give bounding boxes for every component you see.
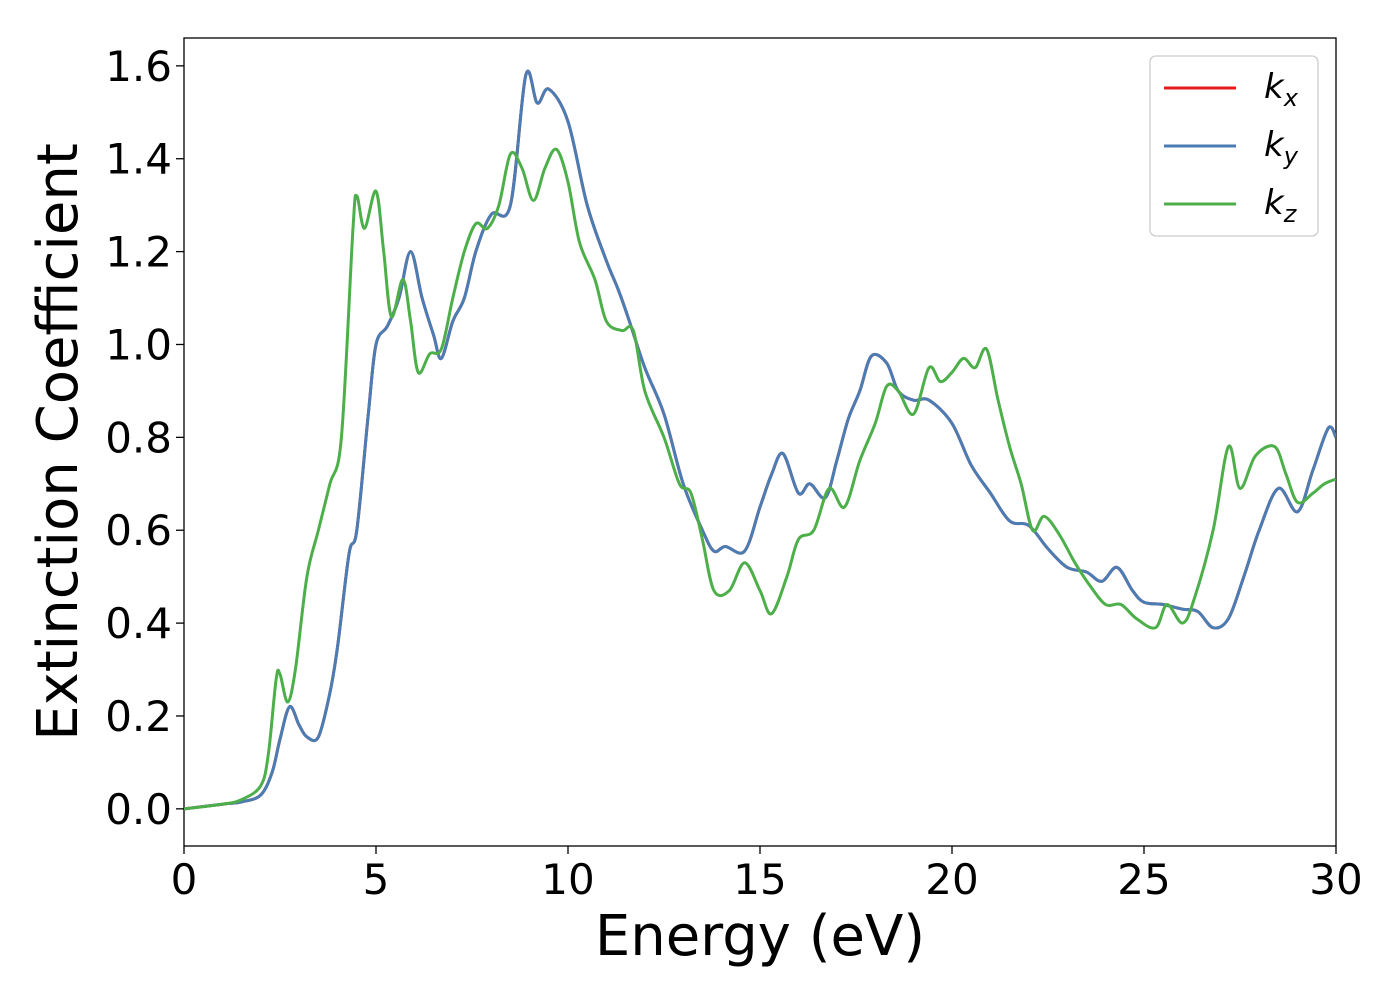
legend-label-z: kz — [1264, 183, 1298, 228]
x-tick-label: 20 — [925, 855, 978, 904]
legend: kx ky kz — [1149, 55, 1319, 237]
y-axis-label: Extinction Coefficient — [26, 143, 91, 741]
y-tick-label: 1.2 — [105, 228, 172, 277]
y-tick-label: 0.0 — [105, 785, 172, 834]
y-tick-label: 0.8 — [105, 413, 172, 462]
y-tick-label: 1.6 — [105, 42, 172, 91]
series-line-y — [184, 70, 1336, 811]
x-tick-label: 5 — [363, 855, 390, 904]
x-tick-label: 15 — [733, 855, 786, 904]
x-tick-label: 25 — [1117, 855, 1170, 904]
x-tick-label: 10 — [541, 855, 594, 904]
legend-label-x: kx — [1264, 67, 1299, 112]
legend-label-y: ky — [1264, 125, 1299, 170]
x-axis-label: Energy (eV) — [595, 904, 925, 969]
series-line-z — [184, 147, 1336, 811]
y-tick-label: 0.6 — [105, 506, 172, 555]
y-tick-label: 0.2 — [105, 692, 172, 741]
y-tick-label: 0.4 — [105, 599, 172, 648]
y-tick-label: 1.0 — [105, 320, 172, 369]
plot-area — [183, 37, 1337, 847]
x-tick-label: 30 — [1309, 855, 1362, 904]
y-tick-label: 1.4 — [105, 135, 172, 184]
x-tick-label: 0 — [171, 855, 198, 904]
